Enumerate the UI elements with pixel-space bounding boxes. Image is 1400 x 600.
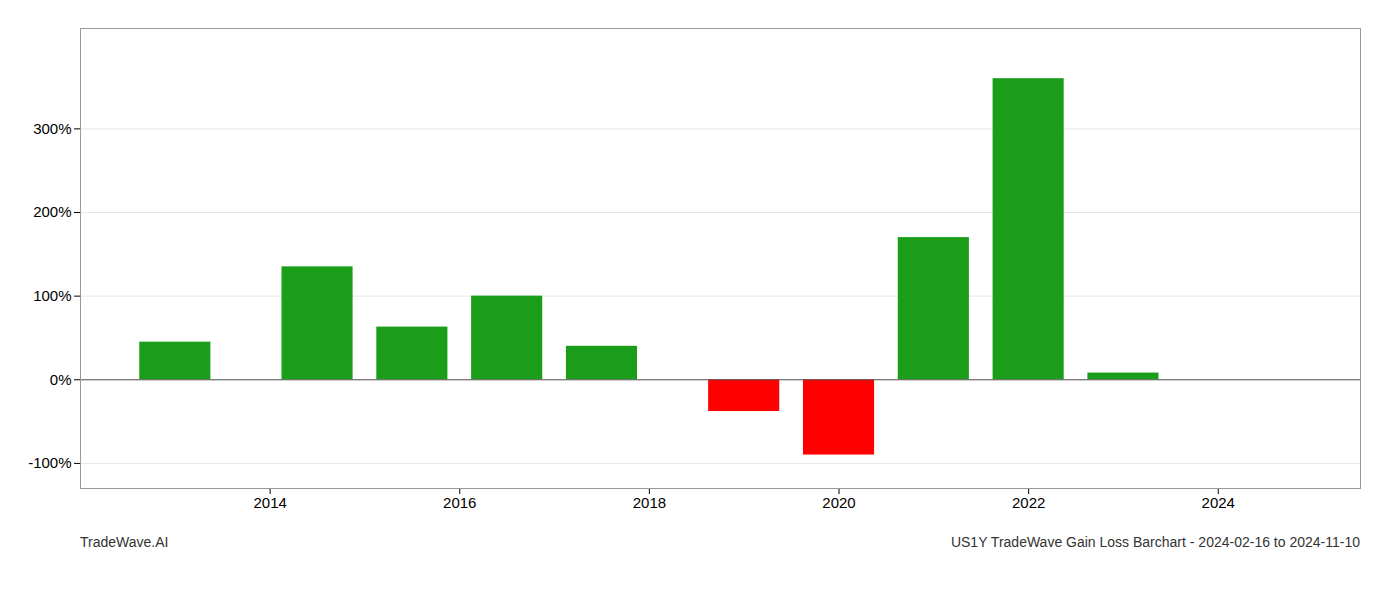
svg-text:2024: 2024 [1202, 494, 1235, 511]
html-text:TradeWave.AI: TradeWave.AI [80, 534, 169, 550]
svg-text:300%: 300% [33, 120, 71, 137]
svg-text:100%: 100% [33, 287, 71, 304]
svg-text:2016: 2016 [443, 494, 476, 511]
svg-text:2018: 2018 [633, 494, 666, 511]
svg-text:2022: 2022 [1012, 494, 1045, 511]
svg-text:0%: 0% [50, 371, 72, 388]
svg-text:2014: 2014 [253, 494, 286, 511]
svg-text:200%: 200% [33, 203, 71, 220]
svg-text:2020: 2020 [822, 494, 855, 511]
html-text:US1Y TradeWave Gain Loss Barch: US1Y TradeWave Gain Loss Barchart - 2024… [950, 534, 1360, 550]
svg-text:-100%: -100% [28, 454, 71, 471]
